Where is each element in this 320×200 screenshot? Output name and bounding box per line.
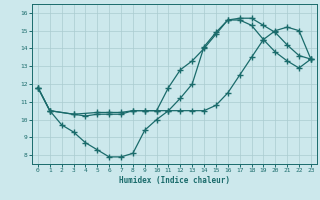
X-axis label: Humidex (Indice chaleur): Humidex (Indice chaleur) <box>119 176 230 185</box>
